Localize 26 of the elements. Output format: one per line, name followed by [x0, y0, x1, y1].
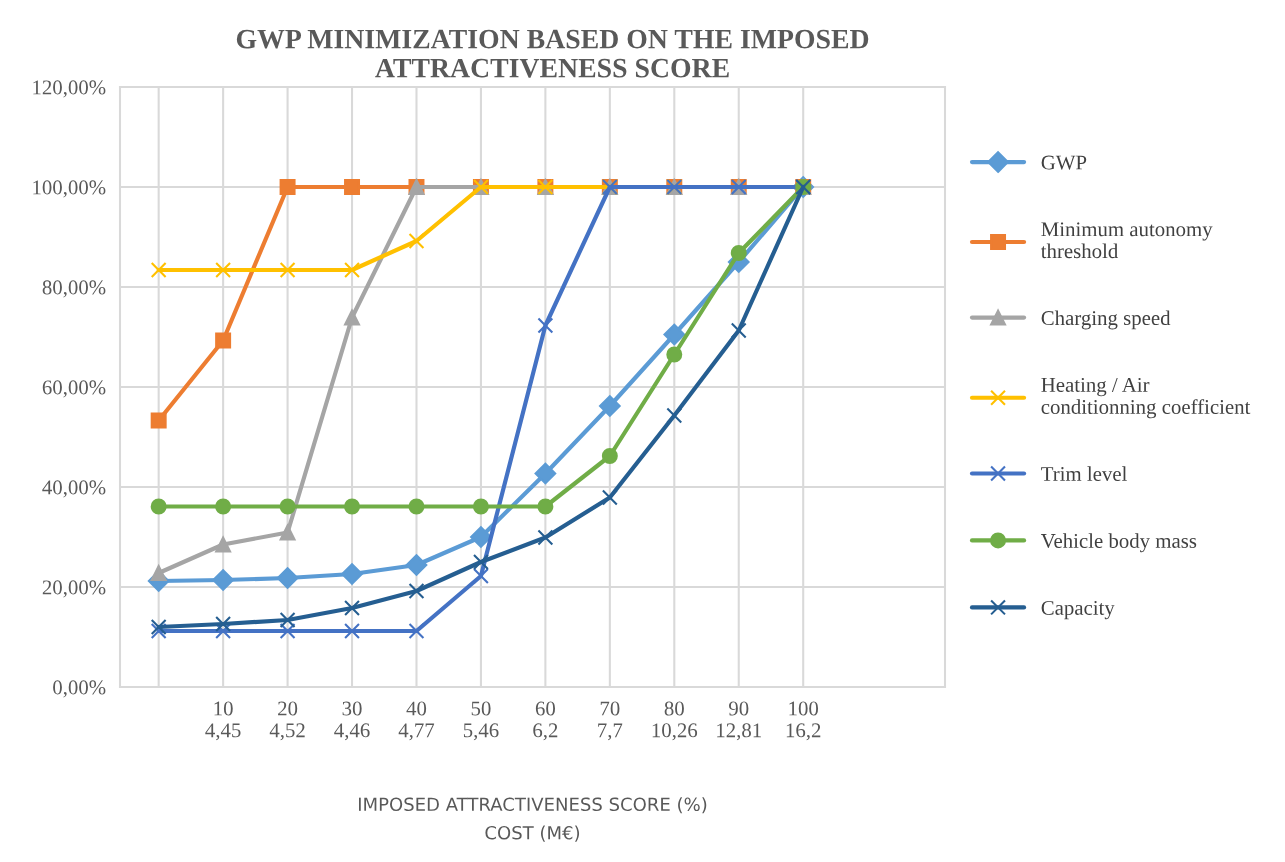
y-tick-label: 80,00% [42, 280, 106, 298]
x-tick-label: 90 12,81 [717, 701, 761, 741]
x-axis-title: IMPOSED ATTRACTIVENESS SCORE (%) COST (M€) [358, 797, 707, 842]
y-tick-label: 60,00% [42, 380, 106, 398]
y-tick-label: 40,00% [42, 480, 106, 498]
y-tick-label: 20,00% [42, 580, 106, 598]
chart-title: GWP MINIMIZATION BASED ON THE IMPOSED ATTRACTIVENESS SCORE [236, 29, 869, 78]
x-tick-label: 30 4,46 [334, 701, 370, 741]
legend-label: Heating / Air conditionning coefficient [1041, 377, 1251, 419]
x-tick-label: 20 4,52 [269, 701, 305, 741]
y-tick-label: 120,00% [33, 80, 106, 98]
legend-label: Capacity [1041, 600, 1115, 620]
x-tick-label: 40 4,77 [398, 701, 435, 741]
x-tick-label: 10 4,45 [205, 701, 241, 741]
x-tick-label: 100 16,2 [786, 701, 821, 741]
legend-label: Minimum autonomy threshold [1040, 222, 1213, 259]
x-tick-label: 50 5,46 [463, 701, 499, 741]
legend-label: Charging speed [1041, 310, 1171, 330]
y-tick-label: 0,00% [53, 680, 106, 698]
legend-label: GWP [1041, 155, 1087, 170]
legend-label: Trim level [1041, 466, 1127, 481]
legend-label: Vehicle body mass [1040, 533, 1197, 553]
x-tick-label: 80 10,26 [652, 701, 698, 741]
x-tick-label: 60 6,2 [533, 701, 558, 741]
x-tick-label: 70 7,7 [598, 701, 623, 741]
y-tick-label: 100,00% [33, 180, 106, 198]
